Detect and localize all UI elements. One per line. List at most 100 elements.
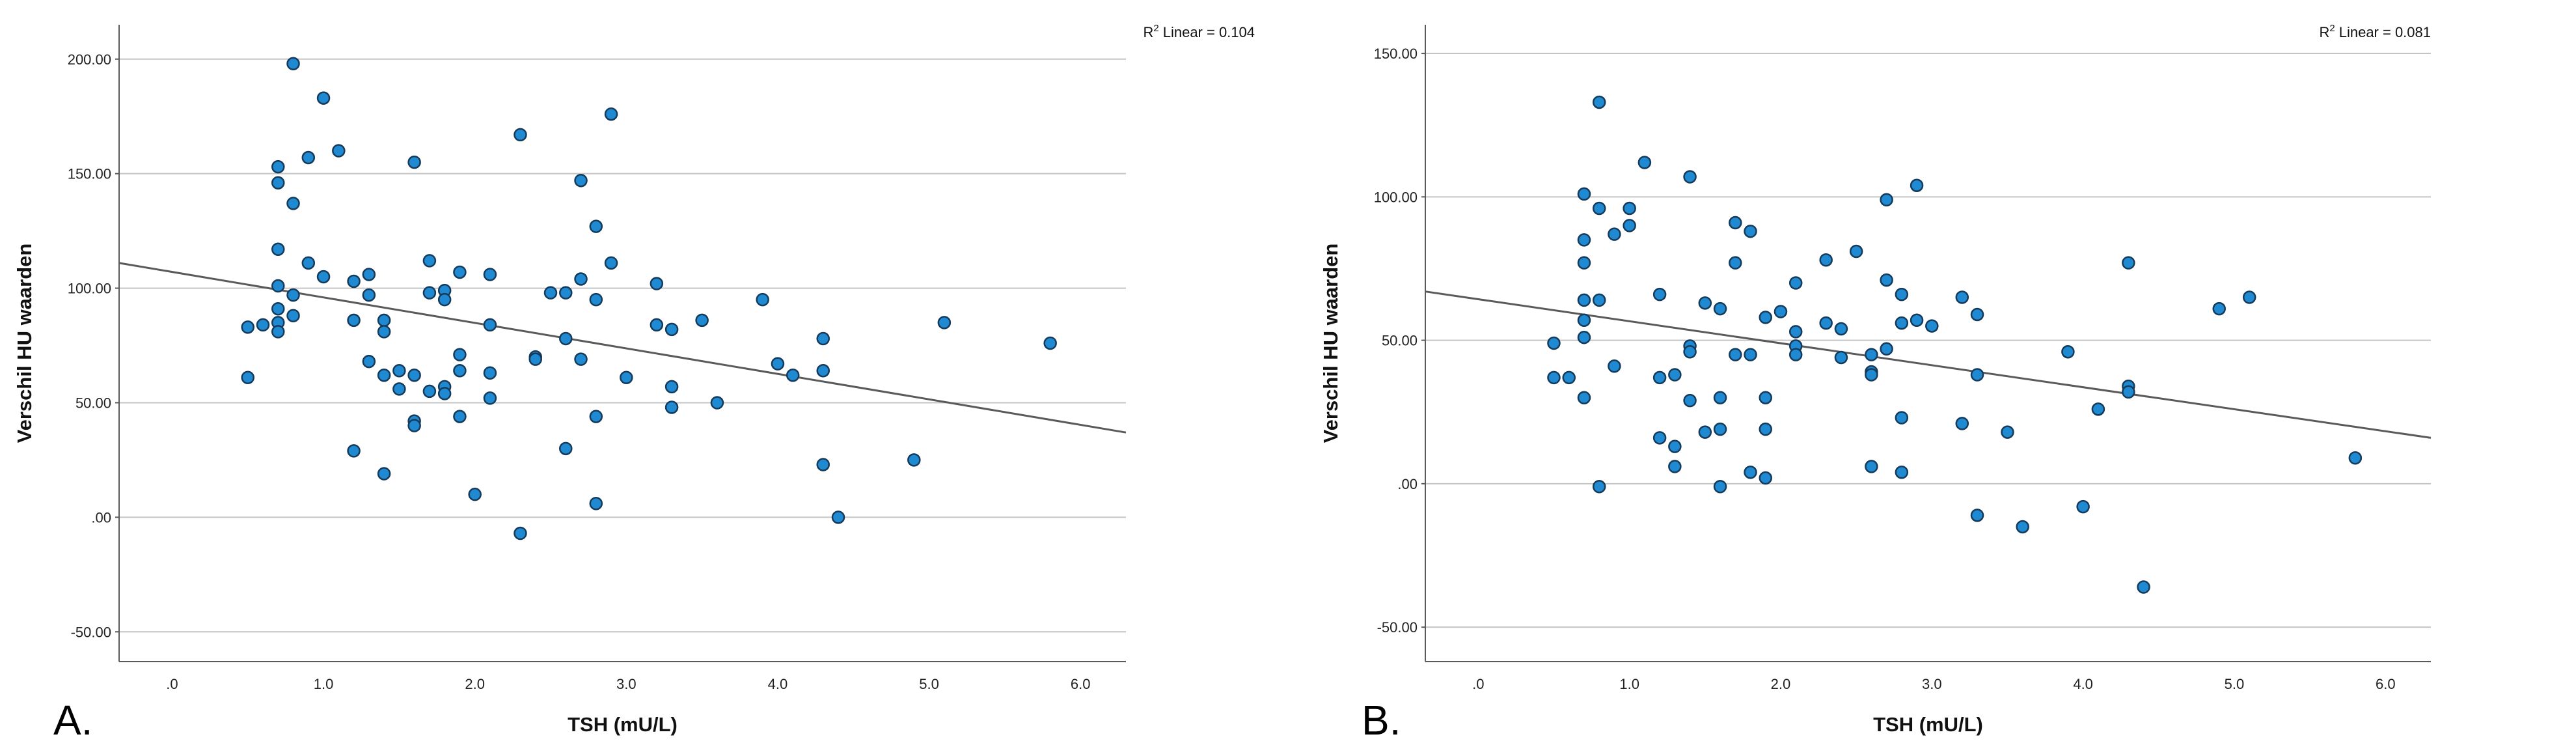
- data-point: [1562, 371, 1576, 385]
- data-point: [1788, 276, 1803, 290]
- data-point: [816, 363, 830, 378]
- data-point: [347, 444, 361, 458]
- x-tick-label: 4.0: [768, 676, 788, 692]
- y-tick-label: .00: [91, 509, 111, 525]
- x-tick-label: 4.0: [2073, 676, 2093, 692]
- data-point: [1865, 348, 1878, 361]
- data-point: [1744, 224, 1757, 238]
- data-point: [1683, 170, 1697, 184]
- data-point: [1759, 471, 1772, 485]
- data-point: [907, 453, 921, 467]
- data-point: [1788, 348, 1803, 361]
- data-point: [710, 396, 724, 410]
- data-point: [816, 331, 830, 346]
- data-point: [1683, 393, 1697, 408]
- data-point: [362, 268, 376, 281]
- data-point: [2091, 402, 2105, 416]
- y-tick-label: 100.00: [1374, 189, 1418, 205]
- data-point: [407, 369, 421, 382]
- data-point: [1592, 95, 1606, 109]
- data-point: [1577, 256, 1591, 270]
- data-point: [514, 526, 527, 540]
- panel-b: -50.00 .00 50.00 100.00 150.00 .0 1.0 2.0 3.0 4.0…: [1319, 23, 2432, 744]
- data-point: [422, 286, 437, 300]
- panel-label: B.: [1362, 697, 1401, 744]
- data-point: [1895, 316, 1909, 330]
- data-point: [1729, 348, 1742, 361]
- data-point: [1759, 422, 1772, 436]
- data-point: [1713, 301, 1727, 316]
- data-point: [1970, 307, 1984, 322]
- data-point: [559, 286, 573, 300]
- data-point: [514, 128, 527, 142]
- data-point: [937, 316, 952, 329]
- r2-annotation: R2 Linear = 0.104: [1143, 23, 1255, 40]
- data-point: [589, 410, 603, 423]
- data-point: [256, 318, 270, 332]
- regression-line: [118, 262, 1127, 434]
- y-tick-label: 150.00: [68, 166, 111, 182]
- data-point: [271, 279, 285, 293]
- data-point: [1652, 431, 1667, 445]
- data-point: [1880, 273, 1893, 287]
- data-point: [1577, 391, 1591, 404]
- data-point: [1043, 336, 1057, 350]
- data-point: [422, 384, 437, 399]
- data-point: [1925, 319, 1939, 333]
- data-point: [1668, 460, 1682, 473]
- data-point: [1683, 344, 1697, 359]
- data-point: [2348, 451, 2363, 465]
- panel-a: -50.00 .00 50.00 100.00 150.00 200.00 .0 1.0 2.0…: [13, 23, 1255, 744]
- data-point: [665, 322, 679, 337]
- data-point: [831, 511, 845, 524]
- data-point: [1819, 316, 1833, 330]
- data-point: [362, 288, 376, 302]
- data-point: [589, 292, 603, 307]
- data-point: [407, 419, 421, 432]
- data-point: [422, 254, 437, 268]
- data-point: [301, 150, 316, 165]
- data-point: [483, 268, 497, 281]
- data-point: [1819, 253, 1833, 267]
- data-point: [377, 313, 391, 328]
- x-tick-label: 1.0: [314, 676, 334, 692]
- data-point: [1608, 359, 1621, 373]
- data-point: [1865, 460, 1878, 473]
- r2-superscript: 2: [2329, 23, 2335, 34]
- data-point: [1592, 480, 1606, 494]
- data-point: [1729, 216, 1742, 230]
- data-point: [2212, 301, 2226, 316]
- x-tick-label: 2.0: [1771, 676, 1791, 692]
- data-point: [786, 369, 800, 382]
- data-point: [604, 256, 618, 270]
- data-point: [1577, 293, 1591, 307]
- data-point: [543, 286, 558, 300]
- data-point: [483, 318, 497, 332]
- data-point: [1637, 156, 1652, 169]
- y-tick-label: 200.00: [68, 51, 111, 68]
- x-tick-label: 3.0: [1922, 676, 1942, 692]
- data-point: [437, 292, 452, 307]
- y-axis-title: Verschil HU waarden: [13, 244, 36, 443]
- data-point: [271, 325, 285, 339]
- y-tick-label: -50.00: [1377, 619, 1418, 636]
- data-point: [1577, 330, 1591, 344]
- data-point: [2242, 290, 2256, 304]
- data-point: [620, 371, 633, 385]
- data-point: [665, 400, 679, 414]
- data-point: [1729, 256, 1742, 270]
- data-point: [453, 363, 467, 378]
- y-tick-label: 50.00: [1382, 333, 1418, 349]
- data-point: [316, 91, 331, 105]
- data-point: [574, 352, 588, 366]
- data-point: [453, 348, 467, 361]
- y-tick-label: 150.00: [1374, 46, 1418, 62]
- data-point: [2122, 385, 2135, 399]
- r2-value: Linear = 0.081: [2339, 24, 2431, 40]
- data-point: [1955, 417, 1969, 430]
- y-tick-label: 50.00: [75, 395, 111, 411]
- data-point: [1880, 342, 1893, 356]
- data-point: [1592, 201, 1606, 216]
- data-point: [1759, 311, 1772, 324]
- data-point: [468, 487, 482, 501]
